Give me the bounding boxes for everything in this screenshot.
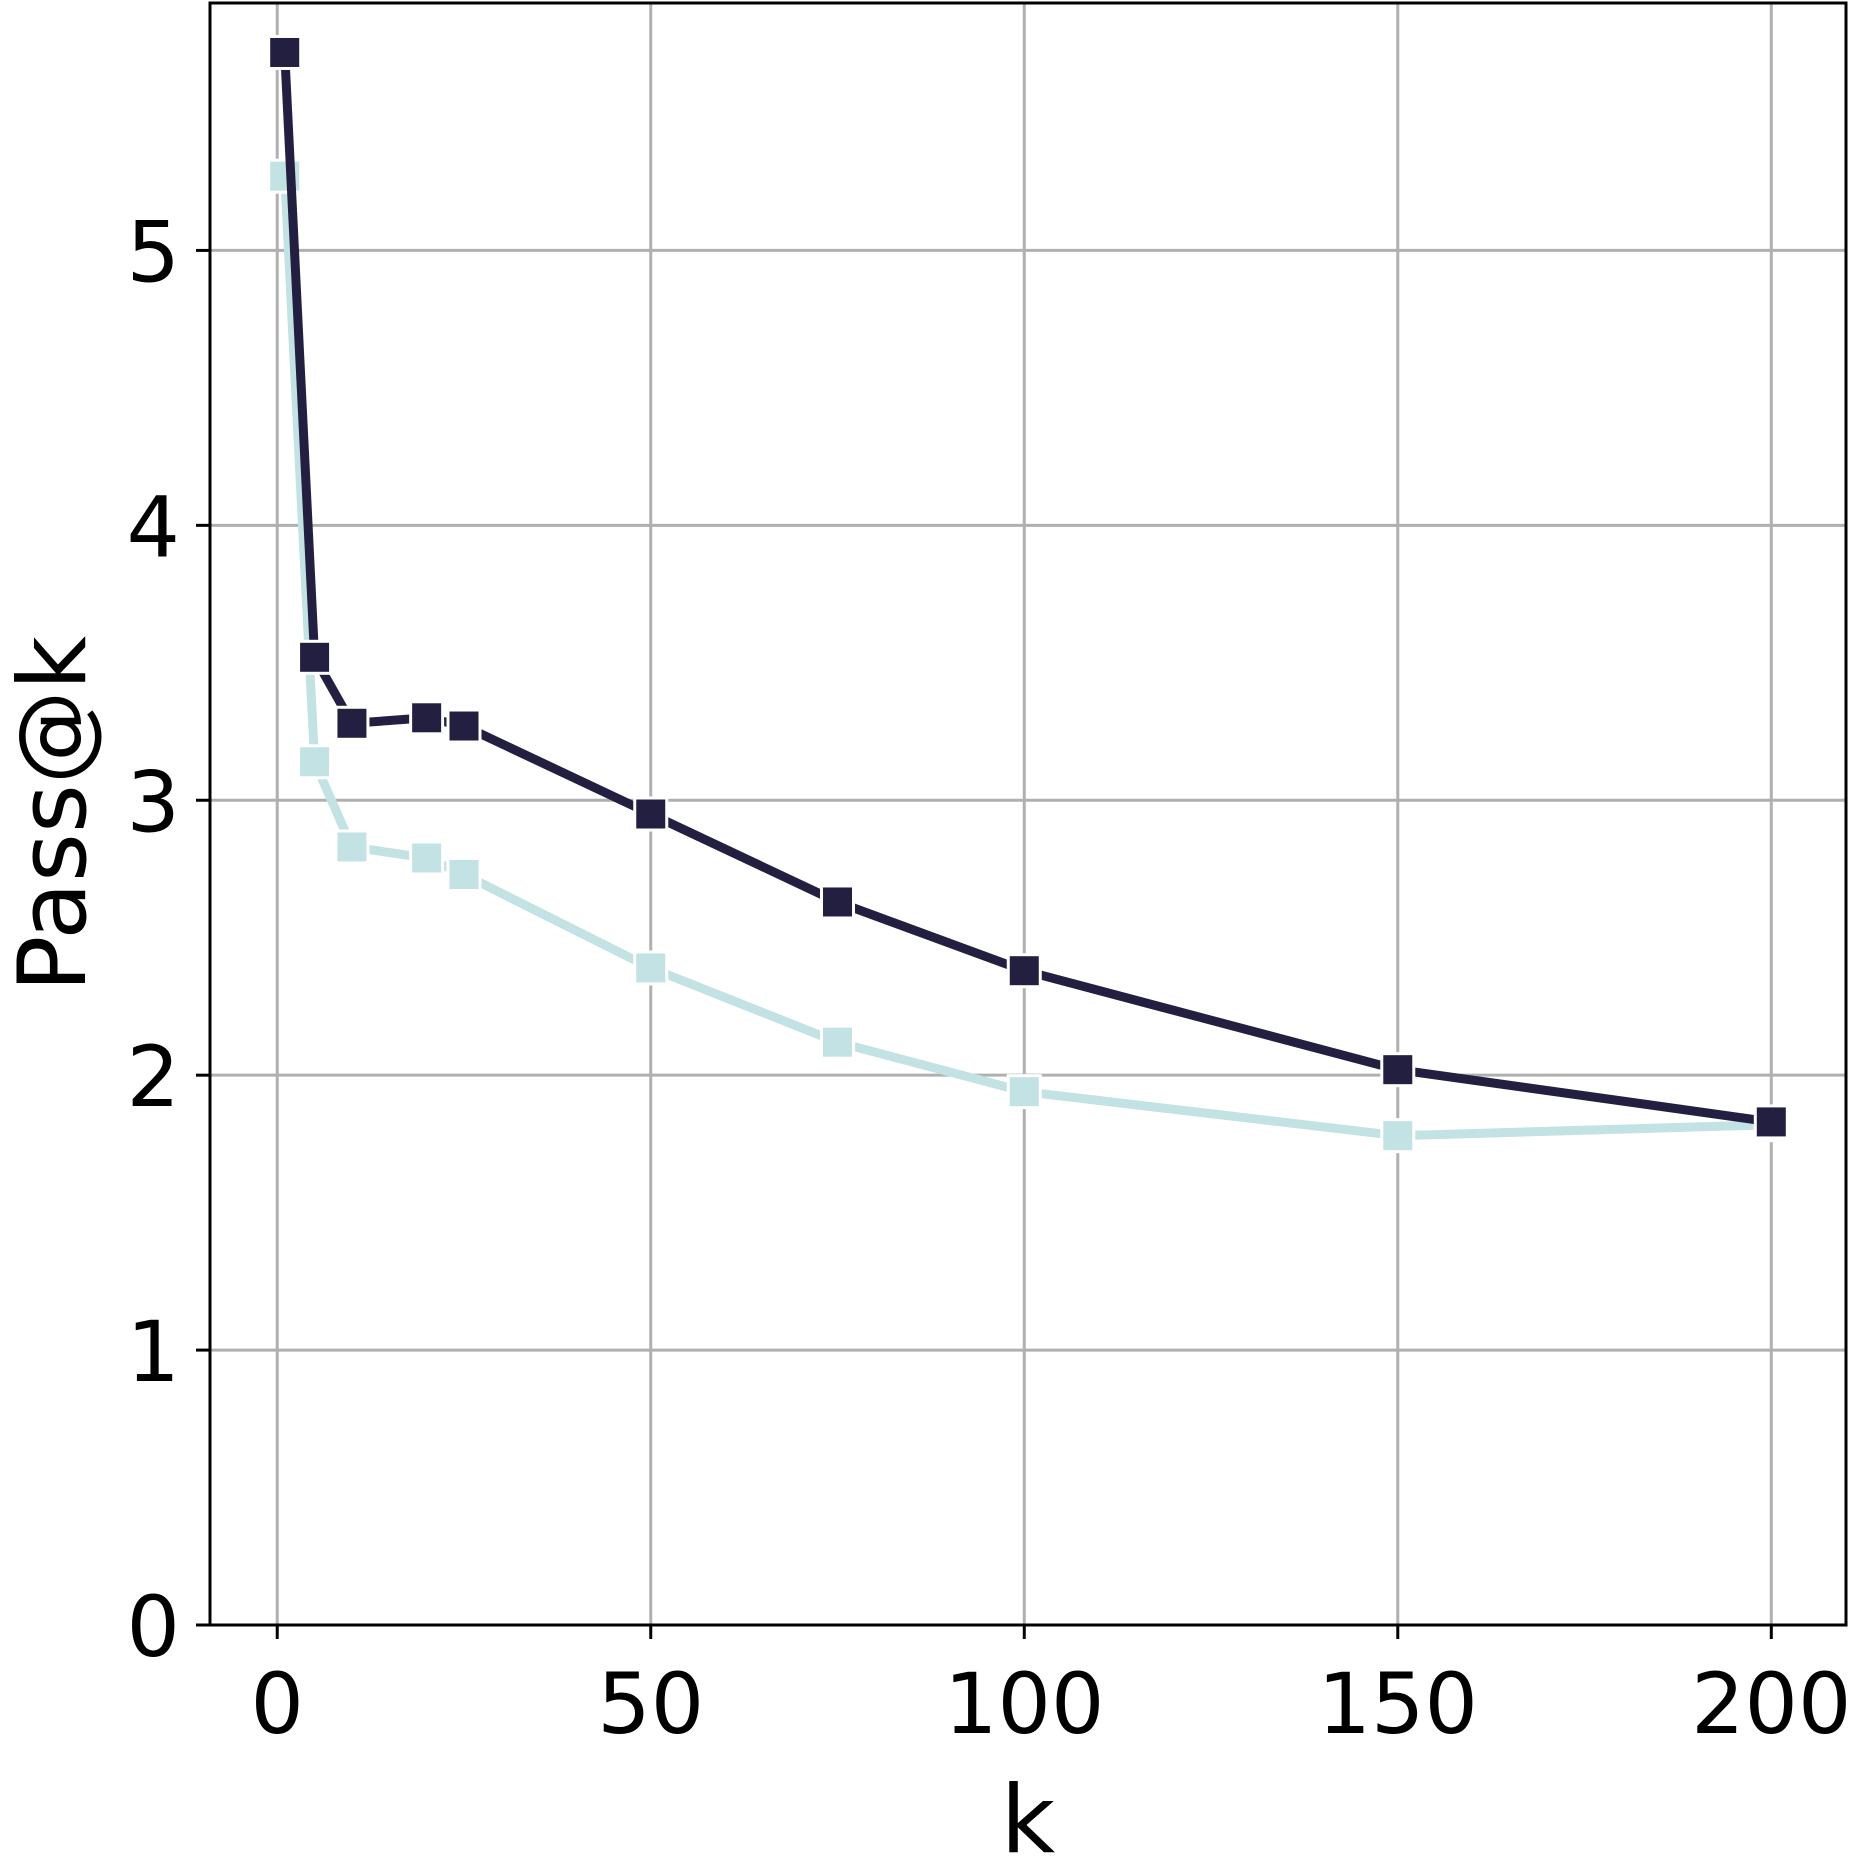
series-1-point	[633, 950, 669, 986]
y-tick-label: 0	[127, 1578, 180, 1676]
y-tick-label: 4	[127, 478, 180, 576]
y-tick-label: 2	[127, 1028, 180, 1126]
x-tick-label: 0	[251, 1655, 304, 1753]
series-1-point	[267, 158, 303, 194]
x-tick-label: 150	[1318, 1655, 1478, 1753]
x-axis-label: k	[1001, 1766, 1056, 1862]
x-tick-label: 100	[944, 1655, 1104, 1753]
series-2	[267, 34, 1789, 1140]
series-1-point	[409, 840, 445, 876]
series-2-point	[446, 708, 482, 744]
series-2-line	[280, 48, 1776, 1127]
y-tick-label: 1	[127, 1303, 180, 1401]
y-axis-label: Pass@k	[0, 635, 108, 992]
series-2-point	[820, 884, 856, 920]
series-2-point	[297, 639, 333, 675]
series-2-point	[1753, 1104, 1789, 1140]
series-1-point	[1380, 1118, 1416, 1154]
series-1-point	[1006, 1074, 1042, 1110]
plot-area-frame	[208, 1, 1848, 1627]
series-1-point	[446, 856, 482, 892]
y-tick-label: 3	[127, 753, 180, 851]
series-2-point	[1006, 953, 1042, 989]
axis-ticks: 0 50 100 150 200 0 1 2 3 4 5	[127, 203, 1852, 1753]
series-2-point	[334, 705, 370, 741]
grid-lines	[210, 3, 1846, 1627]
series-1	[267, 158, 1789, 1154]
series-1-point	[297, 744, 333, 780]
series-2-point	[267, 34, 303, 70]
series-1-point	[820, 1024, 856, 1060]
series-2-point	[1380, 1052, 1416, 1088]
series-layer	[267, 34, 1789, 1154]
series-1-line	[280, 171, 1776, 1141]
x-tick-label: 50	[597, 1655, 704, 1753]
series-2-point	[409, 700, 445, 736]
y-tick-label: 5	[127, 203, 180, 301]
series-2-point	[633, 796, 669, 832]
series-1-point	[334, 829, 370, 865]
x-tick-label: 200	[1691, 1655, 1851, 1753]
